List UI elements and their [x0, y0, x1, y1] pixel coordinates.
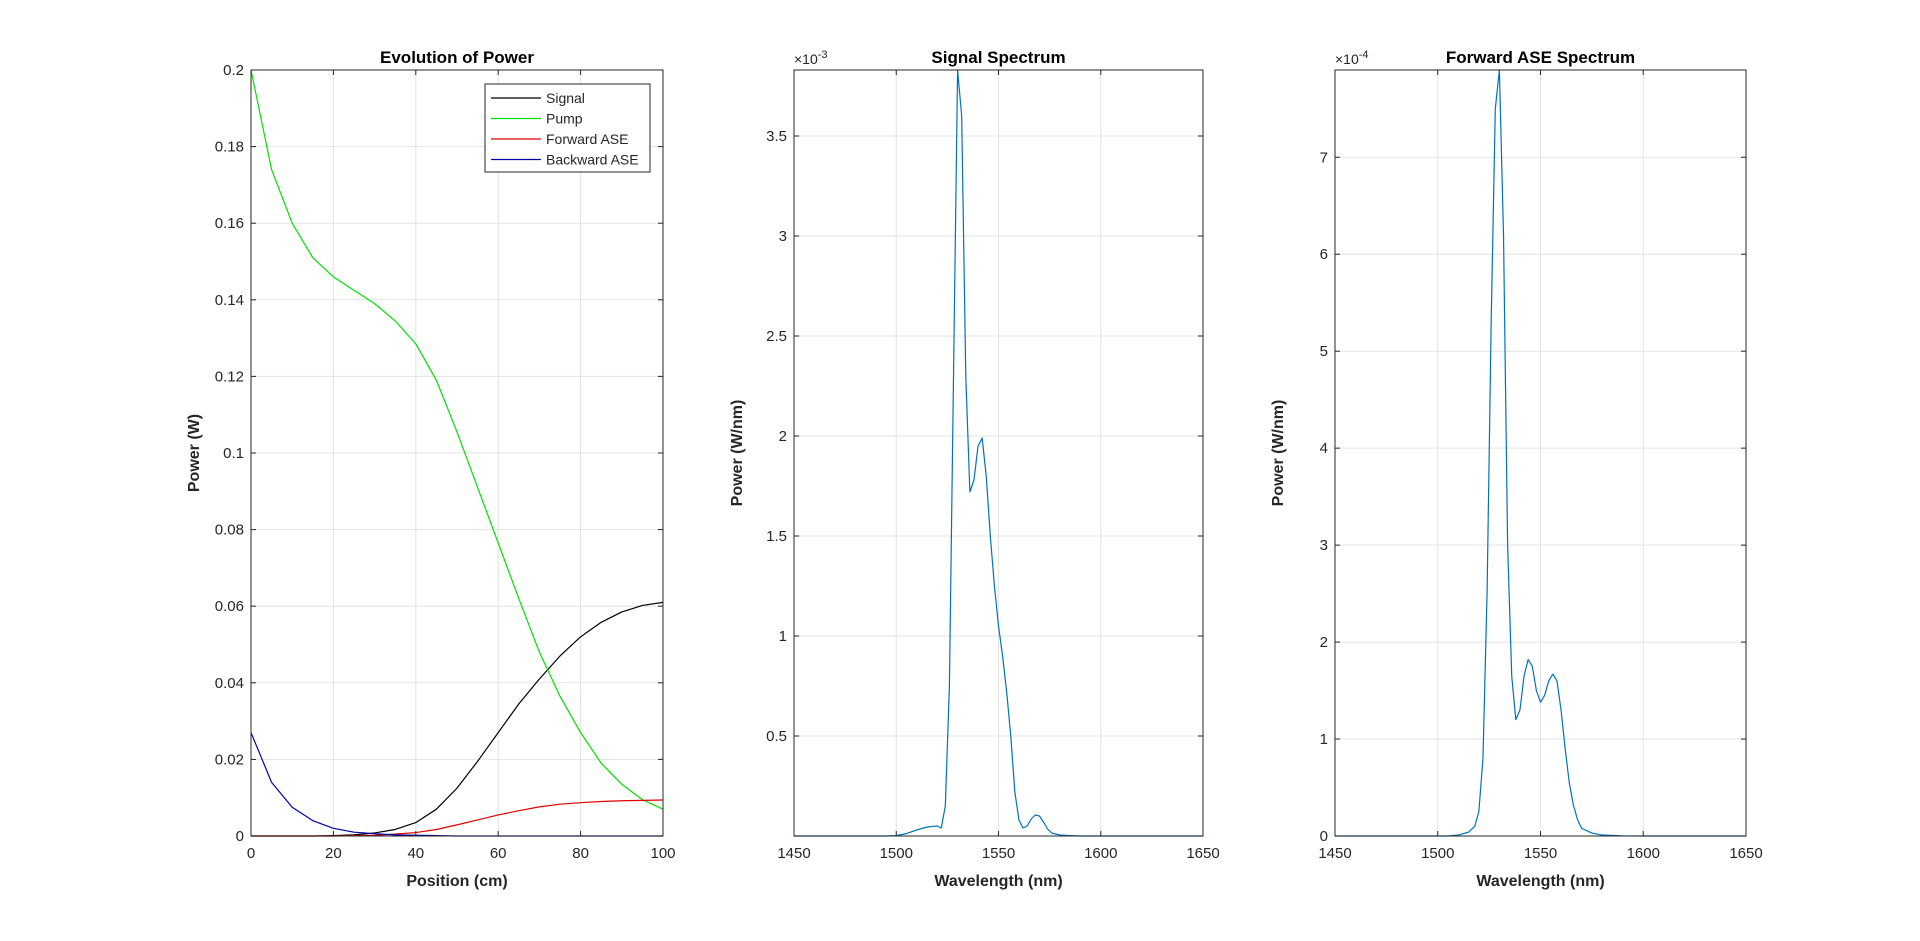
legend-box: [484, 83, 651, 173]
y-tick-label: 3.5: [766, 128, 787, 145]
chart-signal-spectrum: 1450 1500 1550 1600 1650 0.5 1 1.5 2 2.5 3 3.5 Signa…: [729, 48, 1220, 890]
y-tick-label: 0.2: [223, 62, 244, 79]
x-tick-label: 1500: [1421, 845, 1454, 862]
x-tick-label: 20: [325, 845, 342, 862]
x-tick-label: 1450: [1318, 845, 1351, 862]
y-axis-label: Power (W/nm): [1270, 400, 1287, 507]
y-tick-label: 2: [1320, 634, 1328, 651]
x-tick-label: 100: [650, 845, 675, 862]
chart-power: 0 20 40 60 80 100 0 0.02 0.04 0.06 0.08 0.1 0.12 0.14…: [186, 48, 676, 890]
y-tick-label: 3: [1320, 537, 1328, 554]
y-tick-label: 0.16: [215, 215, 244, 232]
y-tick-label: 0: [236, 828, 244, 845]
spectrum-line: [794, 69, 1203, 837]
x-tick-label: 80: [572, 845, 589, 862]
y-axis-label: Power (W): [186, 414, 203, 492]
x-axis-label: Position (cm): [406, 873, 507, 890]
x-tick-label: 40: [407, 845, 424, 862]
y-tick-label: 6: [1320, 246, 1328, 263]
x-tick-label: 60: [490, 845, 507, 862]
y-tick-label: 0.5: [766, 728, 787, 745]
legend-entry: Signal: [546, 90, 585, 106]
y-tick-label: 0.12: [215, 368, 244, 385]
y-tick-label: 0.1: [223, 445, 244, 462]
y-tick-label: 2.5: [766, 328, 787, 345]
chart-title: Signal Spectrum: [931, 48, 1065, 67]
y-exponent-label: ×10-4: [1335, 49, 1369, 67]
y-tick-label: 0: [1320, 828, 1328, 845]
y-exponent-label: ×10-3: [794, 49, 828, 67]
y-tick-label: 0.08: [215, 522, 244, 539]
x-tick-label: 1450: [777, 845, 810, 862]
x-axis-label: Wavelength (nm): [934, 873, 1062, 890]
chart-ase-spectrum: 1450 1500 1550 1600 1650 0 1 2 3 4 5 6 7 Forward ASE …: [1270, 48, 1763, 890]
spectrum-line: [1335, 69, 1746, 837]
legend-entry: Forward ASE: [546, 131, 628, 147]
y-tick-label: 0.14: [215, 292, 244, 309]
x-tick-label: 1600: [1084, 845, 1117, 862]
x-tick-label: 1600: [1627, 845, 1660, 862]
legend: Signal Pump Forward ASE Backward ASE: [484, 83, 651, 173]
y-tick-label: 0.02: [215, 751, 244, 768]
chart-title: Forward ASE Spectrum: [1446, 48, 1635, 67]
x-tick-label: 1550: [1524, 845, 1557, 862]
y-tick-label: 0.18: [215, 139, 244, 156]
y-tick-label: 4: [1320, 440, 1328, 457]
legend-entry: Backward ASE: [546, 152, 639, 168]
x-tick-label: 1550: [982, 845, 1015, 862]
x-tick-label: 0: [247, 845, 255, 862]
x-tick-label: 1650: [1729, 845, 1762, 862]
y-tick-label: 7: [1320, 149, 1328, 166]
x-tick-label: 1500: [880, 845, 913, 862]
y-tick-label: 2: [779, 428, 787, 445]
y-tick-label: 1.5: [766, 528, 787, 545]
y-tick-label: 1: [1320, 731, 1328, 748]
x-tick-label: 1650: [1186, 845, 1219, 862]
y-tick-label: 3: [779, 228, 787, 245]
y-tick-label: 0.04: [215, 675, 244, 692]
chart-title: Evolution of Power: [380, 48, 534, 67]
x-axis-label: Wavelength (nm): [1476, 873, 1604, 890]
legend-entry: Pump: [546, 111, 583, 127]
y-axis-label: Power (W/nm): [729, 400, 746, 507]
y-tick-label: 5: [1320, 343, 1328, 360]
series-line-pump: [250, 69, 664, 810]
y-tick-label: 1: [779, 628, 787, 645]
y-tick-label: 0.06: [215, 598, 244, 615]
